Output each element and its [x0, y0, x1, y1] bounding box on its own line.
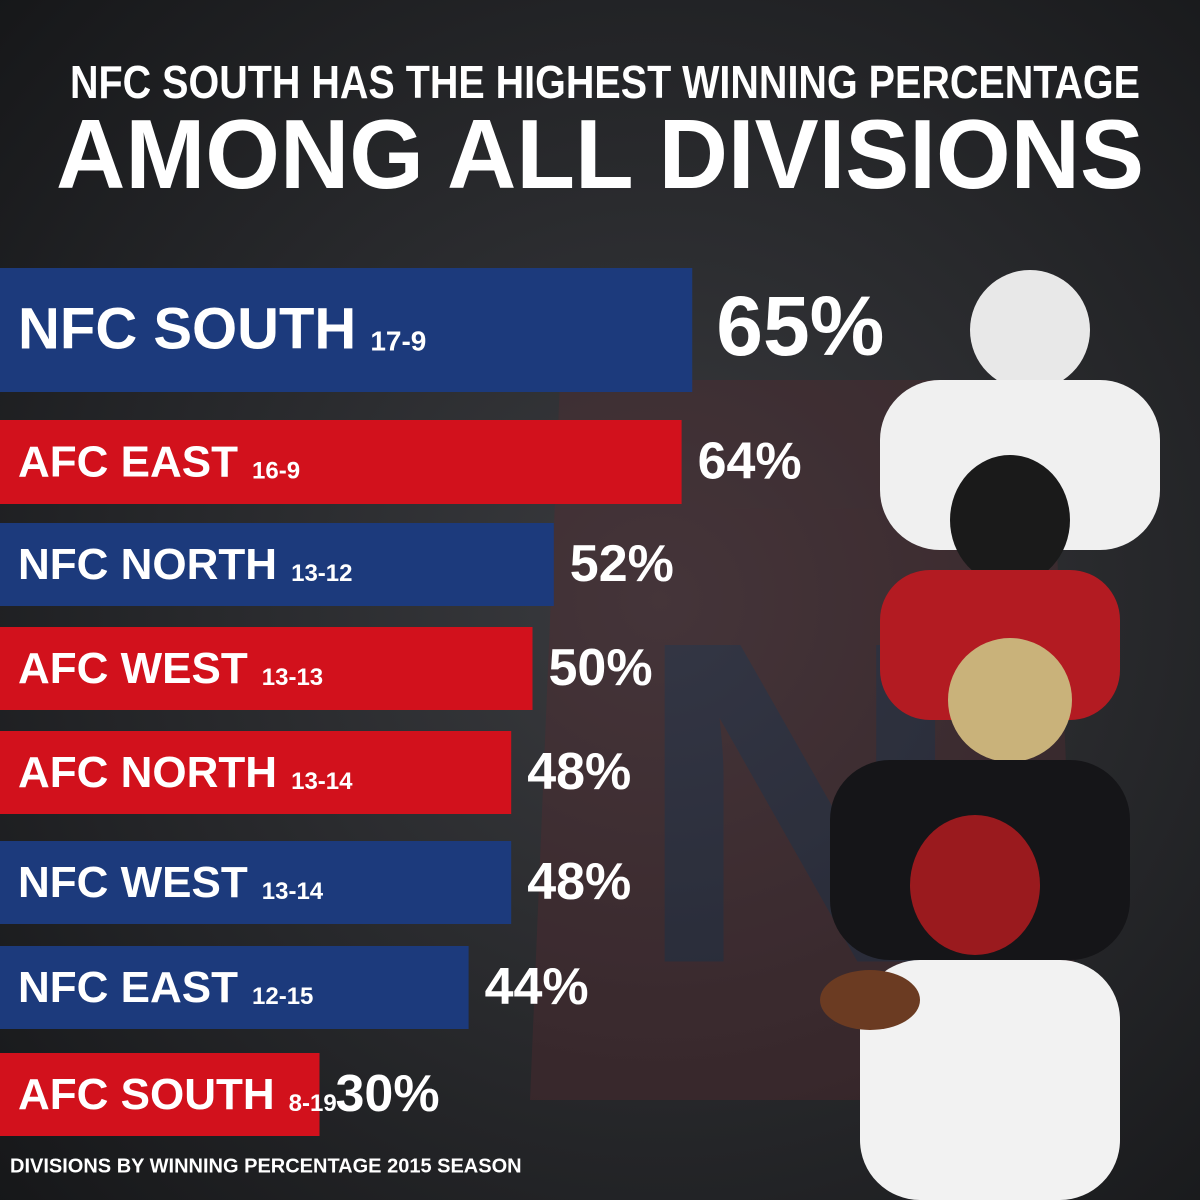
chart-subtitle: AMONG ALL DIVISIONS [56, 99, 1144, 209]
value-label: 44% [485, 958, 589, 1016]
bar [0, 420, 682, 504]
bar [0, 1053, 320, 1136]
record-label: 13-13 [262, 664, 323, 691]
record-label: 13-12 [291, 560, 352, 587]
category-label: AFC EAST [18, 438, 238, 487]
bar [0, 523, 554, 606]
chart-title: NFC SOUTH HAS THE HIGHEST WINNING PERCEN… [70, 56, 1140, 108]
record-label: 16-9 [252, 457, 300, 484]
bar [0, 627, 533, 710]
value-label: 48% [527, 743, 631, 801]
record-label: 12-15 [252, 983, 313, 1010]
category-label: NFC EAST [18, 963, 238, 1012]
category-label: NFC SOUTH [18, 296, 356, 361]
bar [0, 841, 512, 924]
value-label: 48% [527, 853, 631, 911]
bar [0, 946, 469, 1029]
value-label: 64% [698, 433, 802, 491]
category-label: AFC NORTH [18, 748, 277, 797]
category-label: NFC WEST [18, 858, 248, 907]
bar [0, 731, 512, 814]
value-label: 65% [716, 279, 884, 373]
category-label: AFC WEST [18, 644, 248, 693]
category-label: AFC SOUTH [18, 1070, 275, 1119]
value-label: 52% [570, 535, 674, 593]
record-label: 13-14 [291, 768, 353, 795]
bar [0, 268, 693, 392]
record-label: 17-9 [370, 325, 426, 356]
category-label: NFC NORTH [18, 540, 277, 589]
record-label: 13-14 [262, 878, 324, 905]
record-label: 8-19 [289, 1090, 337, 1117]
value-label: 30% [336, 1065, 440, 1123]
player-figures [820, 270, 1160, 1200]
footnote: DIVISIONS BY WINNING PERCENTAGE 2015 SEA… [10, 1155, 522, 1177]
value-label: 50% [549, 639, 653, 697]
